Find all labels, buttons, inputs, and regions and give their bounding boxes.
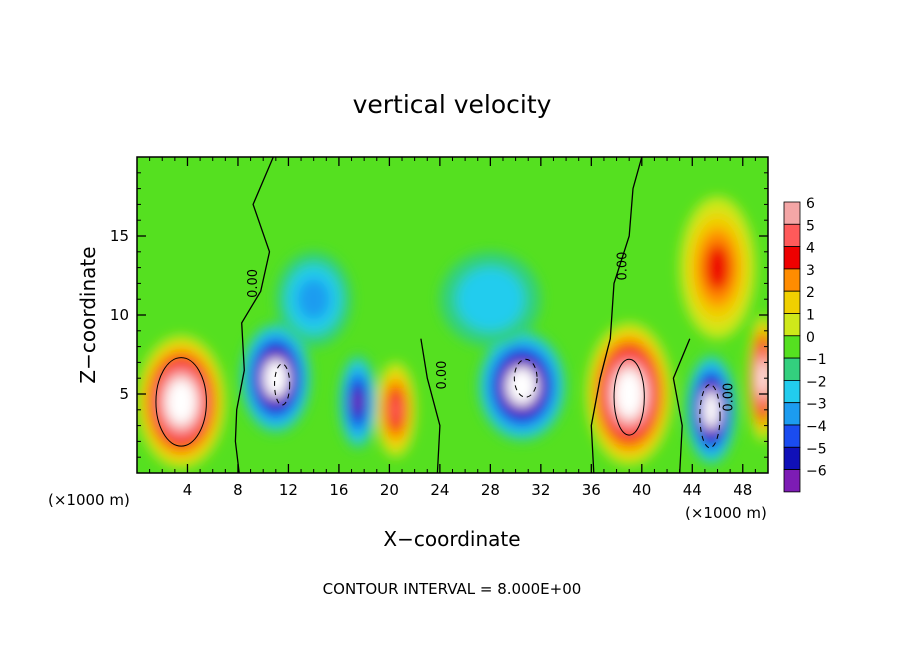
downdraft-core <box>506 366 538 406</box>
updraft-core <box>758 361 768 396</box>
contour-loop <box>155 357 207 447</box>
contour-label: 0.00 <box>435 361 450 390</box>
contour-labels: 0.00 0.00 0.00 0.00 <box>246 252 737 412</box>
negative-contour <box>274 363 291 406</box>
downdraft-region <box>477 330 567 442</box>
contour-label: 0.00 <box>246 269 261 298</box>
downdraft-band <box>456 267 525 331</box>
updraft-region <box>747 315 768 442</box>
colorbar-swatch <box>783 424 801 448</box>
y-ticks: 5 10 15 <box>110 172 768 458</box>
downdraft-core <box>263 358 289 398</box>
colorbar-swatch <box>783 402 801 426</box>
downdraft-region <box>275 251 352 347</box>
contour-lines <box>155 157 721 473</box>
x-tick-label: 8 <box>233 481 243 499</box>
colorbar-label: 3 <box>806 263 815 279</box>
x-tick-label: 12 <box>279 481 298 499</box>
y-tick-label: 5 <box>119 385 129 403</box>
colorbar-label: −2 <box>806 374 827 390</box>
downdraft-region <box>338 354 377 450</box>
x-tick-label: 20 <box>380 481 399 499</box>
x-tick-label: 24 <box>430 481 449 499</box>
negative-contour <box>513 358 538 398</box>
zero-contour <box>420 338 441 473</box>
y-tick-label: 15 <box>110 227 129 245</box>
contour-label: 0.00 <box>616 252 631 281</box>
x-tick-label: 28 <box>481 481 500 499</box>
x-unit-right: (×1000 m) <box>685 504 767 522</box>
colorbar-swatch <box>783 446 801 470</box>
velocity-field <box>137 196 768 469</box>
downdraft-band <box>297 278 330 320</box>
colorbar-label: 4 <box>806 241 815 257</box>
contour-label: 0.00 <box>722 383 737 412</box>
y-axis-label: Z−coordinate <box>76 246 100 383</box>
x-ticks: 4 8 12 16 20 24 28 32 36 40 44 48 <box>149 157 756 499</box>
x-axis-label: X−coordinate <box>383 527 520 551</box>
x-unit-left: (×1000 m) <box>48 491 130 509</box>
zero-contour <box>590 157 643 473</box>
colorbar-swatch <box>783 268 801 292</box>
updraft-region <box>586 322 673 466</box>
x-tick-label: 4 <box>183 481 193 499</box>
updraft-band <box>704 243 731 292</box>
downdraft-band <box>353 390 363 413</box>
x-tick-label: 32 <box>531 481 550 499</box>
contour-loop <box>613 358 645 436</box>
updraft-core <box>614 369 645 419</box>
colorbar-label: −5 <box>806 441 827 457</box>
downdraft-core <box>702 390 720 430</box>
x-tick-label: 16 <box>329 481 348 499</box>
updraft-region <box>137 335 226 469</box>
updraft-band <box>390 396 402 423</box>
colorbar-label: −4 <box>806 419 827 435</box>
colorbar-label: 6 <box>806 196 815 212</box>
colorbar-swatch <box>783 201 801 225</box>
colorbar-swatch <box>783 357 801 381</box>
colorbar-label: 5 <box>806 218 815 234</box>
colorbar-swatch <box>783 335 801 359</box>
updraft-region <box>679 196 756 339</box>
colorbar-label: −6 <box>806 464 827 480</box>
x-tick-label: 36 <box>582 481 601 499</box>
chart-title: vertical velocity <box>353 90 552 119</box>
updraft-core <box>165 378 197 425</box>
colorbar-label: 2 <box>806 285 815 301</box>
colorbar: 6 5 4 3 2 1 0 −1 −2 −3 −4 −5 −6 <box>783 196 827 493</box>
contour-interval-note: CONTOUR INTERVAL = 8.000E+00 <box>323 580 582 598</box>
x-tick-label: 44 <box>683 481 702 499</box>
colorbar-swatch <box>783 379 801 404</box>
updraft-region <box>375 362 416 458</box>
plot-area <box>137 157 768 473</box>
downdraft-region <box>439 251 541 347</box>
colorbar-swatch <box>783 223 801 248</box>
colorbar-swatch <box>783 313 801 337</box>
colorbar-swatch <box>783 469 801 493</box>
colorbar-swatch <box>783 290 801 314</box>
x-tick-label: 40 <box>632 481 651 499</box>
colorbar-label: 1 <box>806 308 815 324</box>
zero-contour <box>234 157 274 473</box>
colorbar-label: 0 <box>806 330 815 346</box>
y-tick-label: 10 <box>110 306 129 324</box>
colorbar-swatch <box>783 246 801 270</box>
negative-contour <box>699 384 721 449</box>
colorbar-label: −1 <box>806 352 827 368</box>
x-tick-label: 48 <box>733 481 752 499</box>
colorbar-label: −3 <box>806 397 827 413</box>
downdraft-region <box>685 354 737 466</box>
zero-contour <box>672 338 691 473</box>
